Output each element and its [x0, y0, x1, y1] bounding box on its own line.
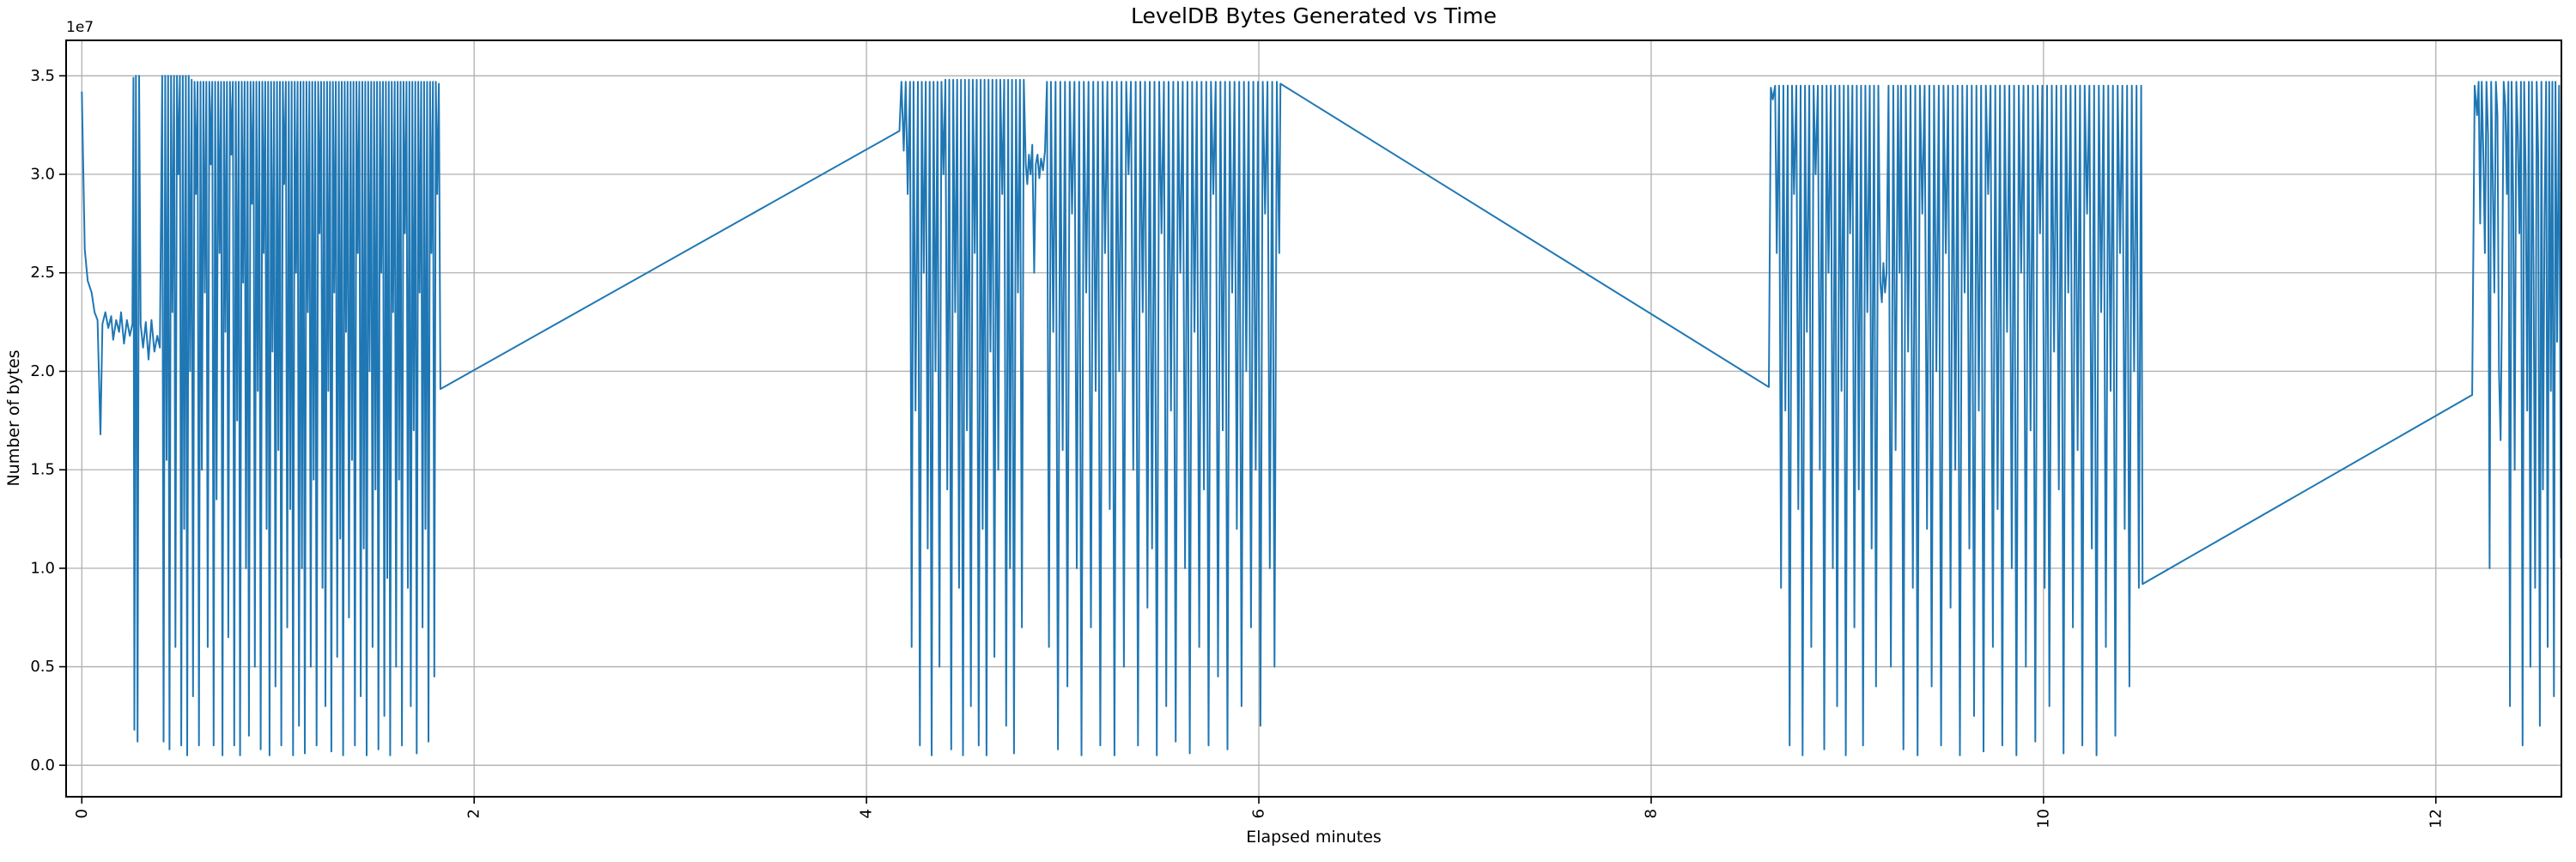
x-tick-label: 2 [465, 809, 483, 818]
axis-ticks: 0 2 4 6 8 10 12 0.0 0.5 1.0 1.5 2.0 2.5 3.0 3.5 [30, 67, 2445, 829]
chart-title: LevelDB Bytes Generated vs Time [1131, 3, 1497, 28]
y-tick-label: 1.0 [30, 559, 55, 577]
y-tick-label: 2.5 [30, 264, 55, 282]
y-tick-label: 0.0 [30, 756, 55, 774]
data-series-layer [81, 75, 2561, 756]
y-axis-label: Number of bytes [4, 349, 23, 486]
x-tick-label: 8 [1642, 809, 1660, 818]
x-tick-label: 6 [1250, 809, 1268, 818]
x-tick-label: 10 [2034, 809, 2052, 829]
y-tick-label: 1.5 [30, 461, 55, 479]
y-tick-label: 3.5 [30, 67, 55, 85]
y-axis-offset-label: 1e7 [66, 19, 94, 36]
x-axis-label: Elapsed minutes [1246, 828, 1382, 847]
x-tick-label: 0 [73, 809, 91, 818]
y-tick-label: 3.0 [30, 166, 55, 184]
series-line-bytes_generated [81, 75, 2561, 756]
y-tick-label: 2.0 [30, 362, 55, 380]
x-tick-label: 12 [2427, 809, 2445, 829]
axes-spines [65, 39, 2562, 798]
x-tick-label: 4 [858, 809, 876, 818]
plot-border [65, 39, 2562, 798]
grid-lines [66, 40, 2561, 797]
y-tick-label: 0.5 [30, 658, 55, 676]
